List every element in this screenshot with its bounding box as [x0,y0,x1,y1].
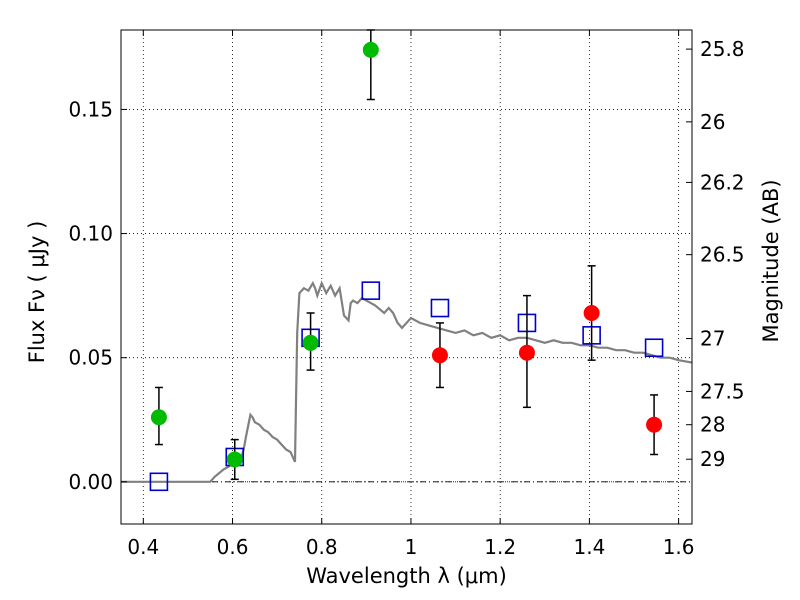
y-tick-label: 0.05 [68,346,113,370]
x-tick-label: 1.4 [573,535,605,559]
y2-tick-label: 25.8 [700,37,745,61]
observed-flux-point [302,334,319,351]
y2-tick-label: 26.2 [700,170,745,194]
model-spectrum-layer [121,280,693,483]
y-tick-label: 0.10 [68,222,113,246]
y-axis-label: Flux Fν ( μJy ) [25,221,49,364]
observed-flux-point [226,451,243,468]
observed-flux-point [646,416,663,433]
y2-tick-label: 27 [700,327,725,351]
axis-ticks: 0.4 0.6 0.8 1 1.2 1.4 1.6 0.00 0.05 0.10 0.15 25.8 2… [68,30,745,559]
y-tick-label: 0.15 [68,97,113,121]
y2-tick-label: 27.5 [700,379,745,403]
observed-flux-point [518,344,535,361]
model-spectrum-line [121,280,693,483]
observed-flux-point [150,409,167,426]
data-points-layer [149,29,664,492]
x-tick-label: 0.8 [306,535,338,559]
plot-frame [120,29,693,525]
y-tick-label: 0.00 [68,470,113,494]
observed-flux-point [362,41,379,58]
x-tick-label: 1 [405,535,418,559]
x-tick-label: 1.2 [484,535,516,559]
x-tick-label: 0.6 [217,535,249,559]
x-tick-label: 1.6 [663,535,695,559]
y2-tick-label: 28 [700,413,725,437]
x-axis-label: Wavelength λ (μm) [306,564,507,588]
y2-tick-label: 26 [700,110,725,134]
y2-tick-label: 29 [700,447,725,471]
model-photometry-point [361,281,381,300]
y2-tick-label: 26.5 [700,243,745,267]
observed-flux-point [431,347,448,364]
grid-lines [121,30,692,524]
x-tick-label: 0.4 [127,535,159,559]
observed-flux-point [583,304,600,321]
y2-axis-label: Magnitude (AB) [759,179,783,342]
model-photometry-point [430,298,450,318]
model-photometry-point [644,338,664,358]
model-photometry-point [149,472,169,492]
